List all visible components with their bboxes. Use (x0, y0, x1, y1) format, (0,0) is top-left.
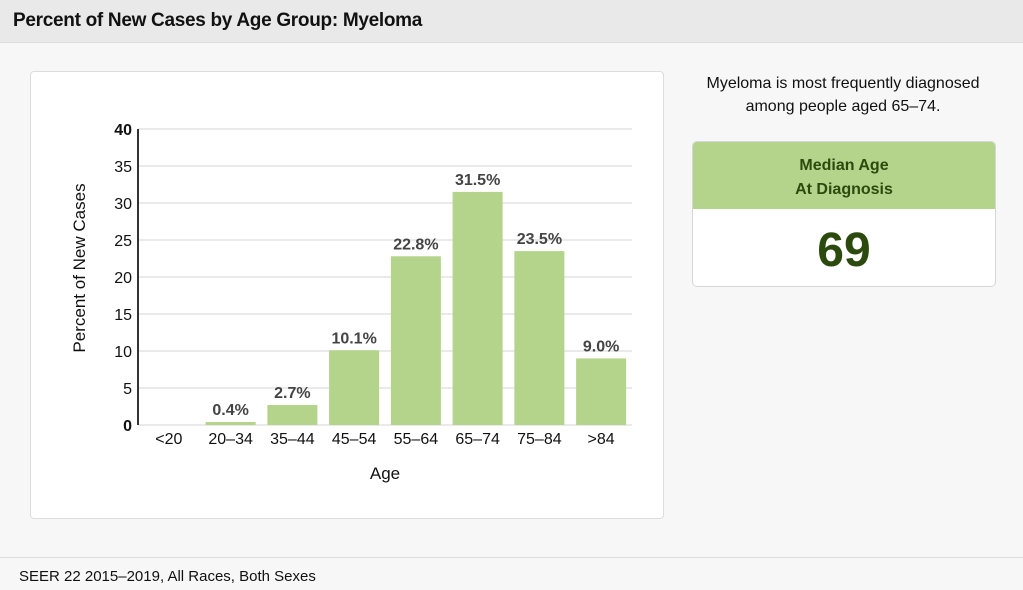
y-tick-label: 20 (114, 270, 132, 287)
bar (267, 405, 318, 425)
data-label: 10.1% (331, 330, 376, 347)
y-tick-label: 25 (114, 233, 132, 250)
data-label: 22.8% (393, 236, 438, 253)
x-axis-title: Age (370, 464, 400, 483)
y-tick-label: 5 (123, 381, 132, 398)
data-label: 0.4% (212, 402, 248, 419)
bar (576, 358, 627, 425)
bar (205, 422, 256, 425)
median-label-line1: Median Age (799, 157, 889, 174)
median-label-line2: At Diagnosis (795, 181, 893, 198)
x-tick-label: >84 (588, 431, 615, 448)
x-tick-label: 20–34 (208, 431, 253, 448)
x-tick-label: 55–64 (394, 431, 439, 448)
summary-text: Myeloma is most frequently diagnosed amo… (706, 75, 980, 115)
y-tick-label: 15 (114, 307, 132, 324)
bar (452, 191, 503, 425)
header: Percent of New Cases by Age Group: Myelo… (0, 0, 1023, 43)
data-label: 23.5% (517, 231, 562, 248)
x-tick-label: 45–54 (332, 431, 377, 448)
y-tick-label: 40 (114, 122, 132, 139)
y-axis-title: Percent of New Cases (70, 183, 89, 352)
bar (514, 251, 565, 425)
page-title: Percent of New Cases by Age Group: Myelo… (13, 10, 423, 31)
y-tick-label: 0 (123, 418, 132, 435)
x-tick-label: <20 (155, 431, 182, 448)
median-age-header: Median Age At Diagnosis (693, 142, 995, 209)
y-tick-label: 35 (114, 159, 132, 176)
x-tick-label: 75–84 (517, 431, 562, 448)
data-label: 9.0% (583, 338, 619, 355)
bar (329, 350, 380, 425)
data-label: 31.5% (455, 172, 500, 189)
footer-source: SEER 22 2015–2019, All Races, Both Sexes (19, 568, 316, 585)
x-tick-label: 35–44 (270, 431, 315, 448)
bar (390, 256, 441, 425)
median-age-value: 69 (817, 224, 871, 277)
data-label: 2.7% (274, 385, 310, 402)
median-age-box: Median Age At Diagnosis 69 (692, 141, 996, 287)
footer: SEER 22 2015–2019, All Races, Both Sexes (0, 557, 1023, 590)
y-tick-label: 10 (114, 344, 132, 361)
x-tick-label: 65–74 (455, 431, 500, 448)
y-tick-label: 30 (114, 196, 132, 213)
